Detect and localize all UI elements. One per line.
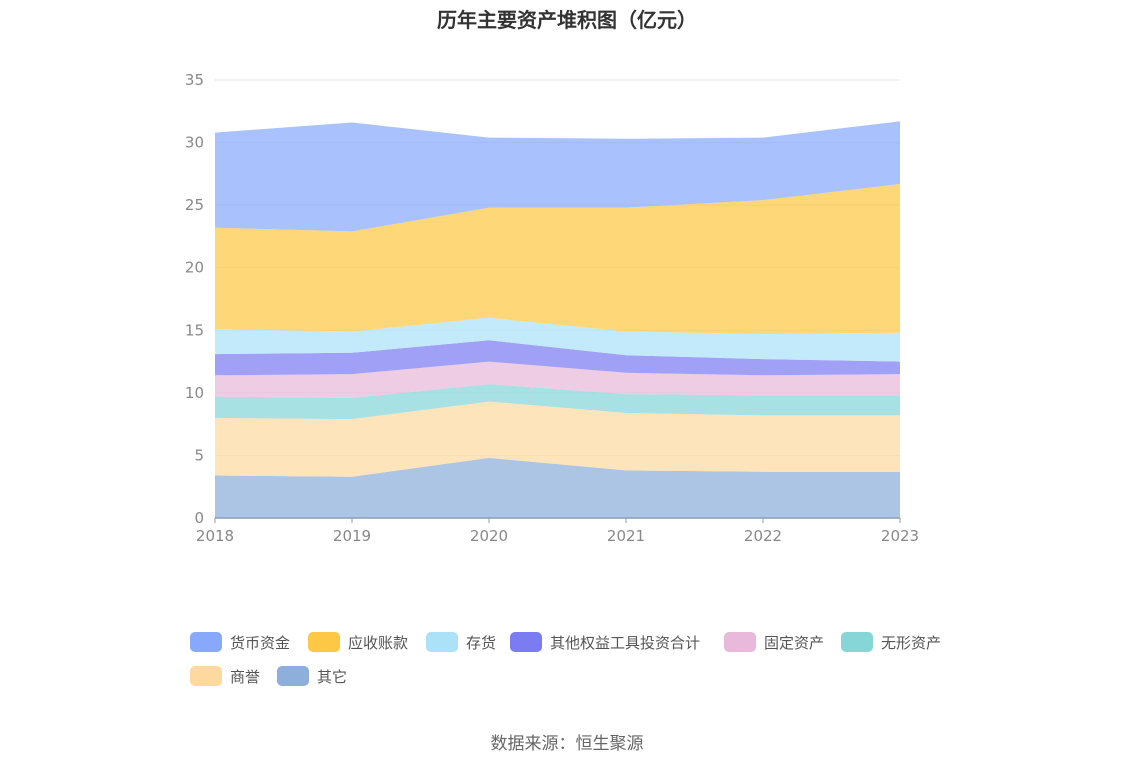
legend-item[interactable]: 无形资产: [841, 630, 941, 654]
legend-swatch: [510, 632, 542, 652]
source-note: 数据来源：恒生聚源: [490, 734, 644, 754]
area-series-固定资产[interactable]: [215, 361, 900, 398]
area-series: [215, 121, 900, 518]
x-tick-label: 2018: [196, 527, 234, 545]
x-tick-label: 2020: [470, 527, 508, 545]
legend-label: 商誉: [230, 667, 261, 686]
y-tick-label: 15: [185, 321, 204, 339]
legend-item[interactable]: 固定资产: [724, 630, 824, 654]
legend-label: 存货: [466, 633, 497, 652]
legend-swatch: [190, 632, 222, 652]
legend-item[interactable]: 存货: [426, 630, 496, 654]
legend-item[interactable]: 其他权益工具投资合计: [510, 630, 700, 654]
legend-label: 应收账款: [348, 633, 409, 652]
y-tick-label: 25: [185, 196, 204, 214]
legend-label: 固定资产: [764, 633, 825, 652]
area-series-货币资金[interactable]: [215, 121, 900, 232]
legend-label: 货币资金: [230, 633, 291, 652]
legend-swatch: [190, 666, 222, 686]
legend-swatch: [724, 632, 756, 652]
chart-plot: 0 5 10 15 20 25 30 35 2018 2019 2020 2021 2022 2023: [185, 71, 919, 545]
chart-title: 历年主要资产堆积图（亿元）: [437, 8, 697, 32]
legend-label: 其它: [317, 667, 348, 686]
x-tick-label: 2021: [607, 527, 645, 545]
area-series-应收账款[interactable]: [215, 183, 900, 334]
area-series-存货[interactable]: [215, 317, 900, 362]
legend-item[interactable]: 应收账款: [308, 630, 408, 654]
area-series-无形资产[interactable]: [215, 384, 900, 420]
y-tick-label: 20: [185, 259, 204, 277]
x-tick-label: 2022: [744, 527, 782, 545]
x-tick-label: 2023: [881, 527, 919, 545]
legend-item[interactable]: 其它: [277, 664, 347, 688]
y-tick-label: 5: [194, 446, 204, 464]
legend-swatch: [277, 666, 309, 686]
y-tick-label: 10: [185, 384, 204, 402]
legend-label: 其他权益工具投资合计: [550, 633, 701, 652]
axes: 0 5 10 15 20 25 30 35 2018 2019 2020 2021 2022 2023: [185, 71, 919, 545]
legend-item[interactable]: 货币资金: [190, 630, 290, 654]
legend-label: 无形资产: [881, 633, 942, 652]
area-series-商誉[interactable]: [215, 401, 900, 477]
legend-swatch: [308, 632, 340, 652]
x-tick-label: 2019: [333, 527, 371, 545]
legend-item[interactable]: 商誉: [190, 664, 260, 688]
legend-swatch: [841, 632, 873, 652]
area-series-其它[interactable]: [215, 457, 900, 518]
y-tick-label: 35: [185, 71, 204, 89]
y-tick-label: 30: [185, 134, 204, 152]
y-tick-label: 0: [194, 509, 204, 527]
area-series-其他权益工具投资合计[interactable]: [215, 340, 900, 376]
legend-swatch: [426, 632, 458, 652]
